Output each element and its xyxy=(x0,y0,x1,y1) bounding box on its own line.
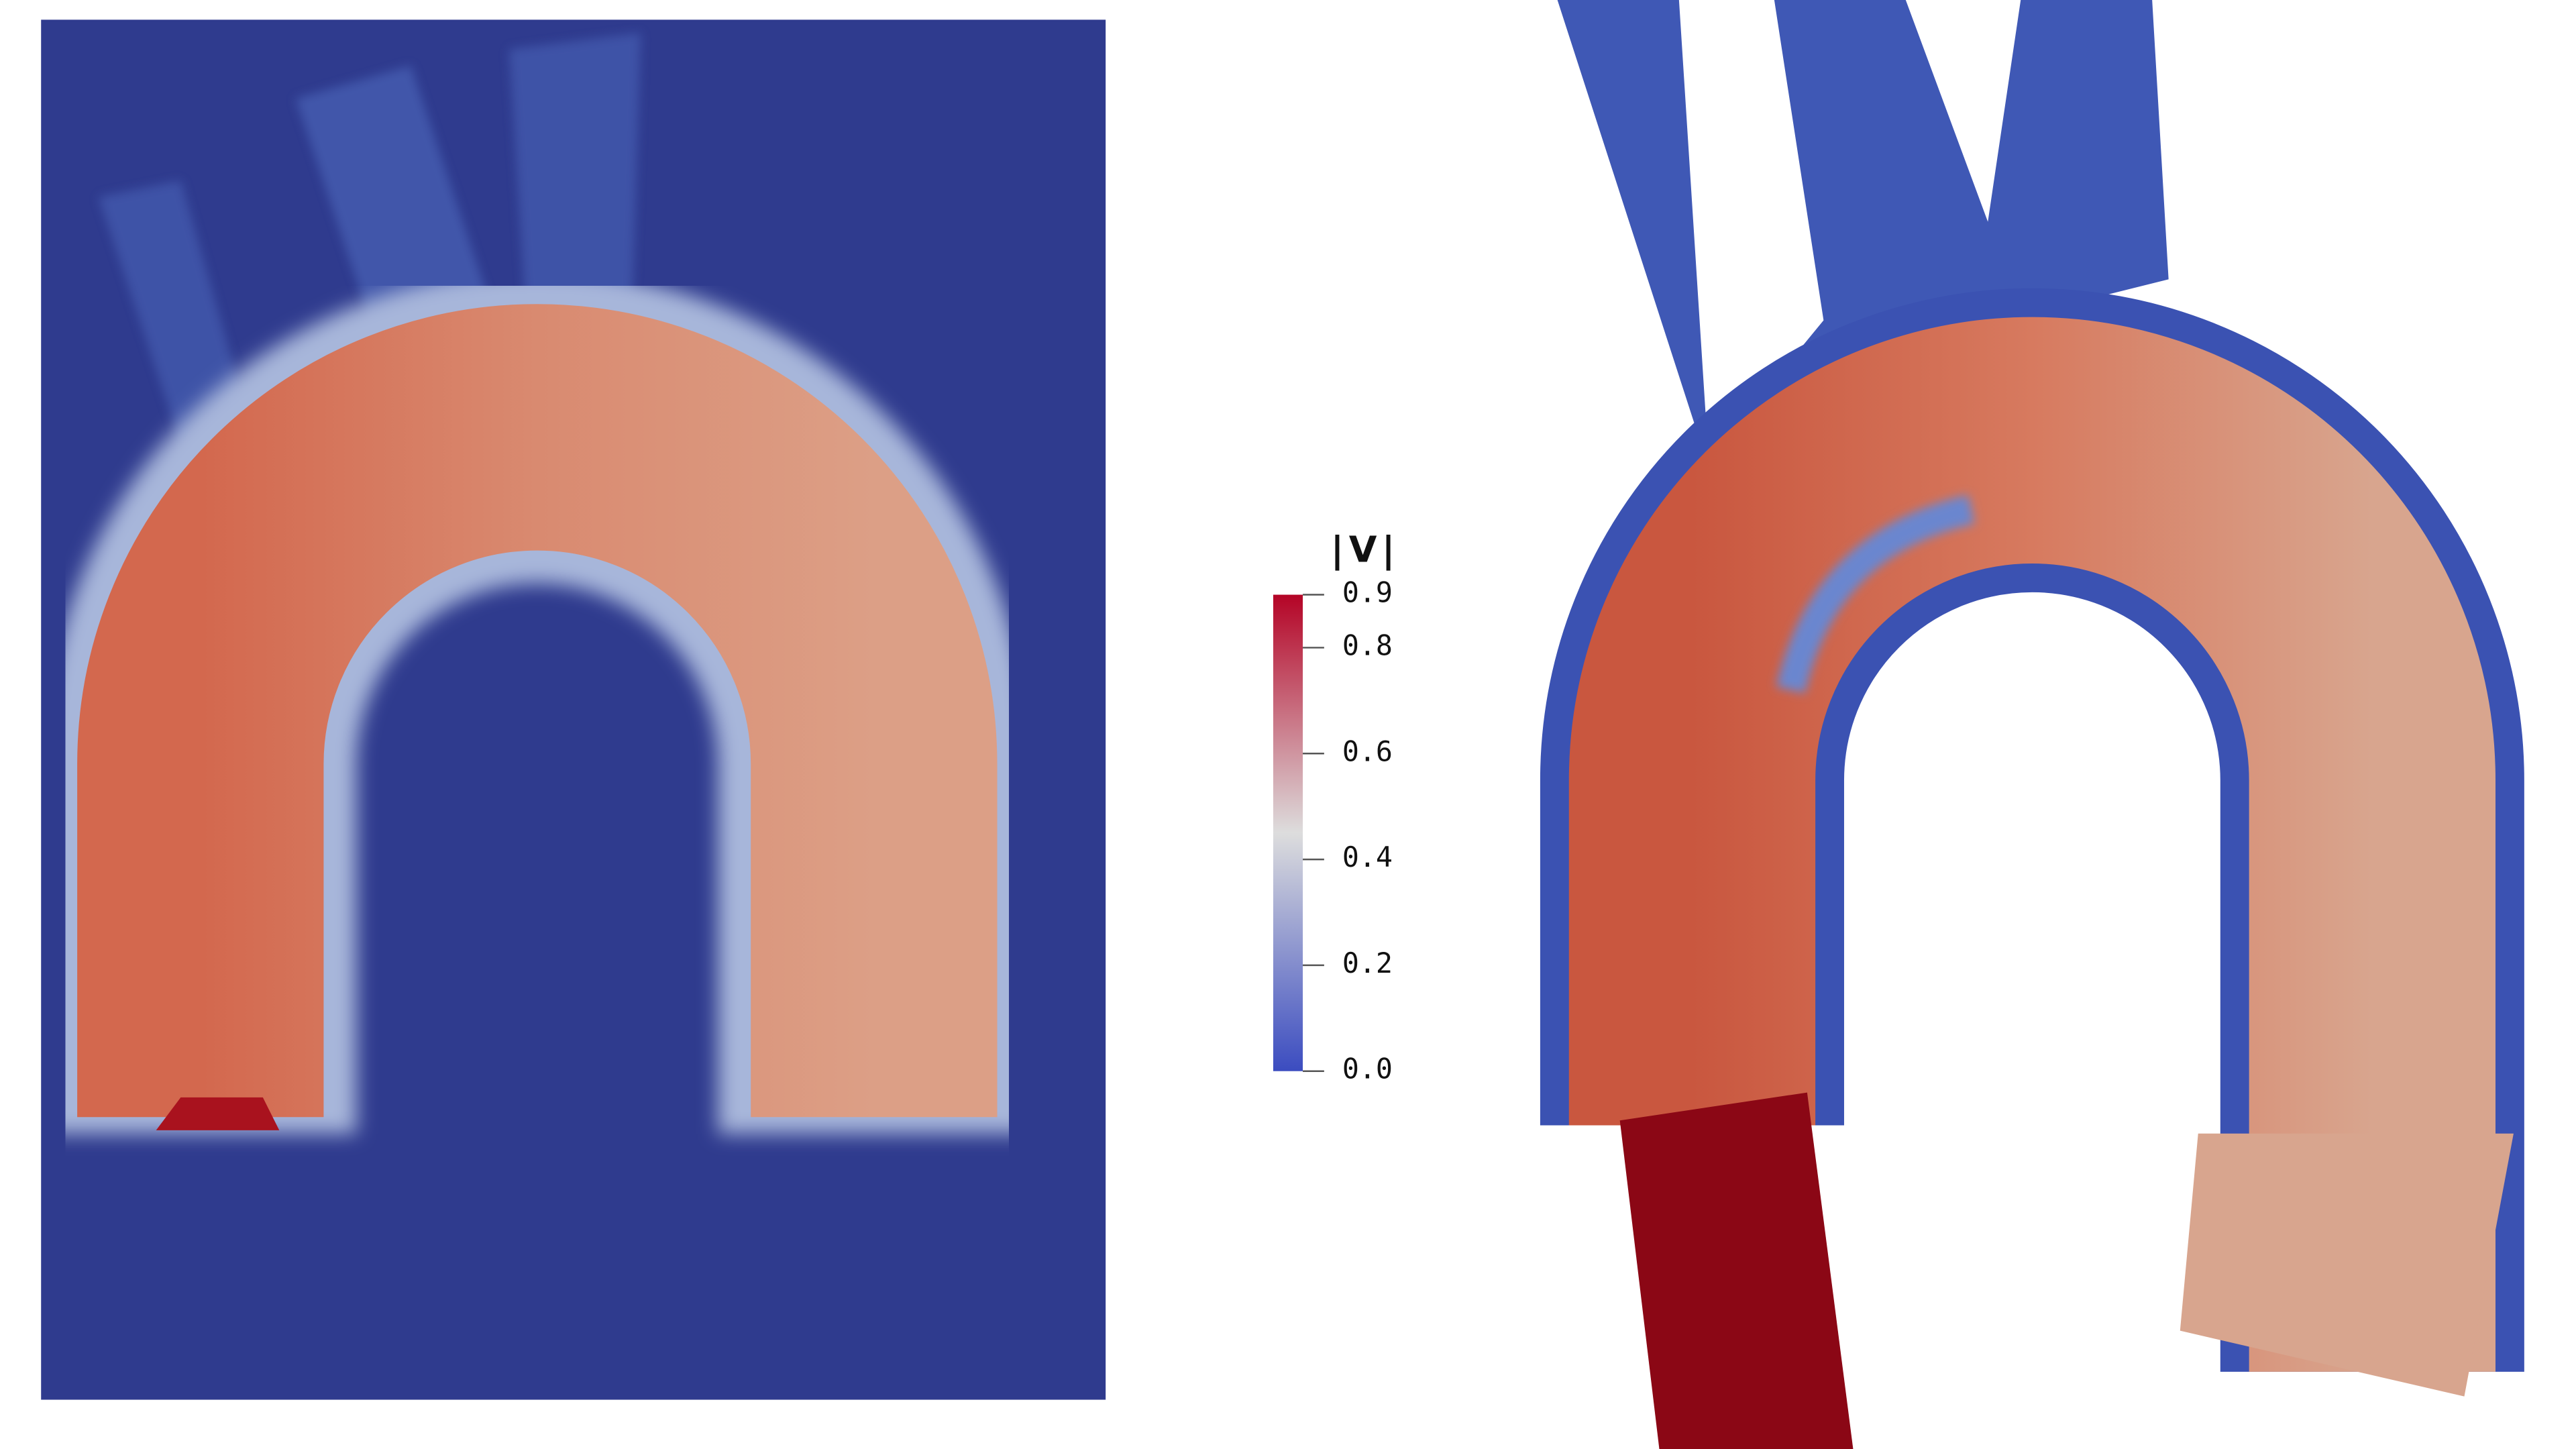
jets xyxy=(98,32,641,444)
left-render xyxy=(41,19,1106,1400)
tick-label: 0.4 xyxy=(1342,841,1393,873)
arch xyxy=(1568,317,2496,1372)
recirculation xyxy=(1776,494,1975,694)
tick-label: 0.9 xyxy=(1342,576,1393,609)
inlet xyxy=(1619,1092,1854,1449)
legend-title: |V| xyxy=(1331,529,1400,571)
color-legend: |V| 0.0 0.2 0.4 0.6 0.8 0.9 xyxy=(1273,529,1400,1085)
outlet xyxy=(2180,1133,2514,1397)
inlet xyxy=(156,1097,280,1130)
tick-label: 0.0 xyxy=(1342,1053,1393,1085)
tick-label: 0.2 xyxy=(1342,947,1393,979)
tick-label: 0.8 xyxy=(1342,629,1393,661)
right-render xyxy=(1540,0,2524,1449)
tick-label: 0.6 xyxy=(1342,735,1393,767)
branches xyxy=(1557,0,2169,493)
arch xyxy=(77,304,998,1118)
color-bar xyxy=(1273,594,1303,1071)
